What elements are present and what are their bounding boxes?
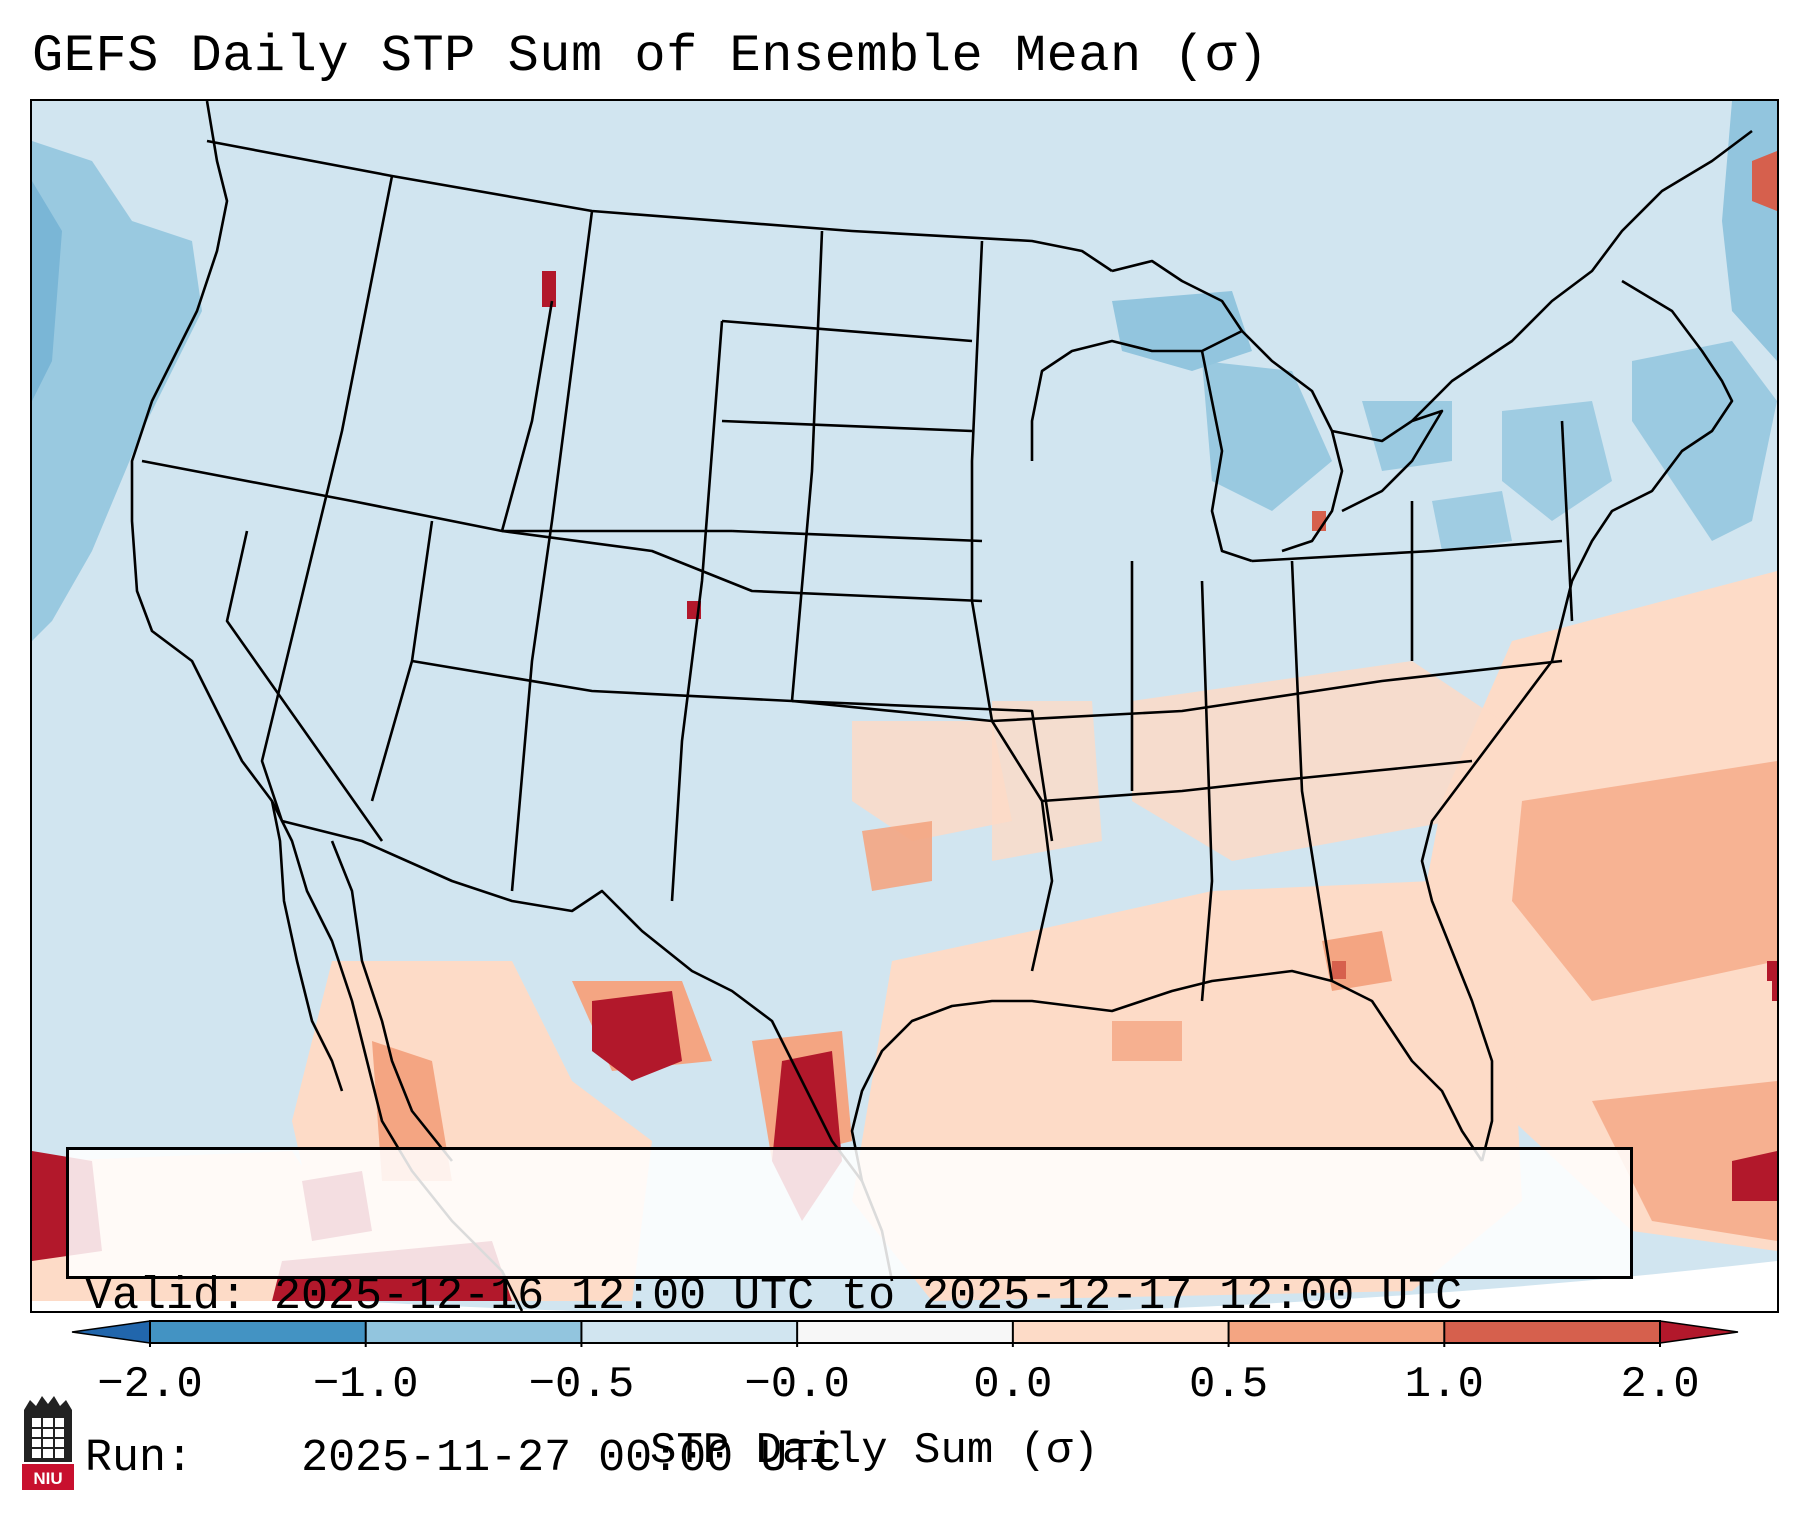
colorbar-bin <box>365 1321 582 1343</box>
niu-logo: NIU <box>22 1396 74 1490</box>
colorbar-tick-label: −2.0 <box>97 1360 203 1410</box>
colorbar-bin <box>797 1321 1014 1343</box>
colorbar-tick-label: −1.0 <box>312 1360 419 1410</box>
validity-info-box: Valid: 2025-12-16 12:00 UTC to 2025-12-1… <box>66 1147 1633 1484</box>
colorbar-bin <box>150 1321 367 1343</box>
logo-text: NIU <box>33 1469 62 1488</box>
run-line: Run: 2025-11-27 00:00 UTC <box>85 1432 1630 1486</box>
colorbar-tick-label: 2.0 <box>1620 1360 1700 1410</box>
valid-label: Valid: <box>85 1271 248 1322</box>
colorbar-tick-label: 1.0 <box>1404 1360 1484 1410</box>
run-value: 2025-11-27 00:00 UTC <box>301 1433 842 1484</box>
colorbar-tick-label: −0.0 <box>744 1360 850 1410</box>
colorbar-tick-label: −0.5 <box>528 1360 635 1410</box>
valid-line: Valid: 2025-12-16 12:00 UTC to 2025-12-1… <box>85 1270 1630 1324</box>
colorbar-bin <box>581 1321 798 1343</box>
colorbar-bin <box>1228 1321 1445 1343</box>
valid-value: 2025-12-16 12:00 UTC to 2025-12-17 12:00… <box>274 1271 1463 1322</box>
map-panel <box>30 99 1779 1313</box>
map-svg <box>32 101 1777 1311</box>
coastlines-and-borders <box>130 101 1753 1311</box>
projection-edge <box>32 1261 1777 1311</box>
colorbar-extend-low <box>71 1320 151 1344</box>
chart-title: GEFS Daily STP Sum of Ensemble Mean (σ) <box>32 27 1269 86</box>
colorbar-tick-label: 0.5 <box>1188 1360 1269 1410</box>
run-label: Run: <box>85 1433 194 1484</box>
colorbar-tick-label: 0.0 <box>973 1360 1053 1410</box>
negative-anomaly-areas <box>32 101 1777 641</box>
colorbar-bin <box>1444 1321 1661 1343</box>
colorbar-bin <box>1012 1321 1230 1343</box>
colorbar-label: STP Daily Sum (σ) <box>650 1426 1099 1476</box>
colorbar-extend-high <box>1659 1320 1739 1344</box>
colorbar <box>71 1320 1739 1347</box>
